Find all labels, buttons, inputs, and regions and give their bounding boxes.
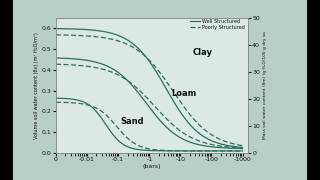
- Y-axis label: Mass soil water content (θm) (g H₂O/100 g dry so: Mass soil water content (θm) (g H₂O/100 …: [263, 32, 267, 139]
- Y-axis label: Volume soil water content (θv) (m³ H₂O/m³): Volume soil water content (θv) (m³ H₂O/m…: [34, 32, 39, 139]
- Text: Sand: Sand: [121, 117, 144, 126]
- Text: Clay: Clay: [193, 48, 213, 57]
- Legend: Well Structured, Poorly Structured: Well Structured, Poorly Structured: [189, 18, 245, 31]
- X-axis label: (bars): (bars): [143, 164, 161, 168]
- Text: Loam: Loam: [171, 89, 196, 98]
